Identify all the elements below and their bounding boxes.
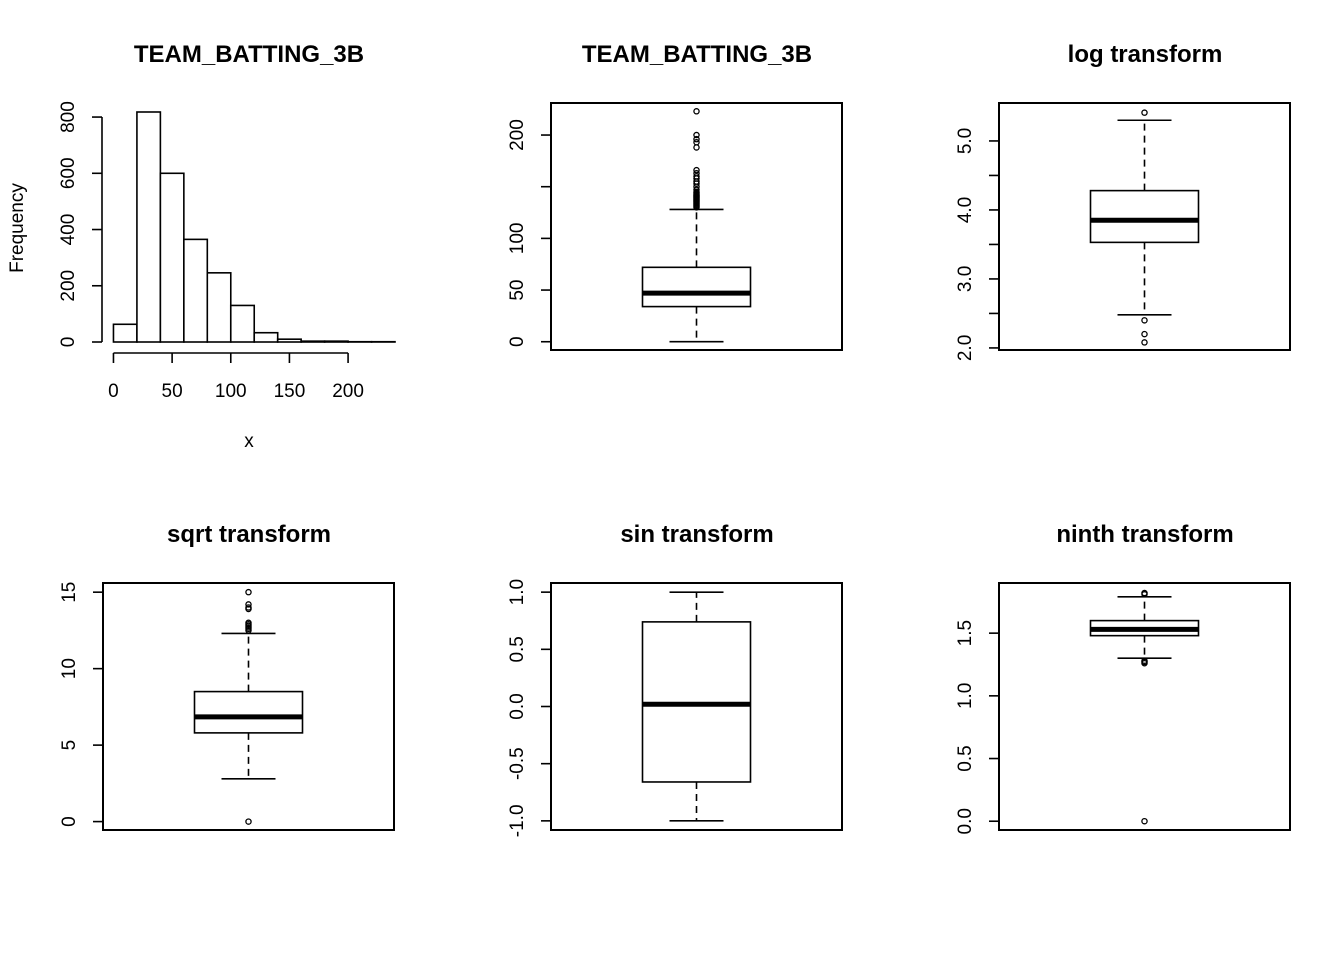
outlier-point [693,131,700,139]
histogram-bar [112,323,138,343]
x-tick-label: 50 [162,381,183,402]
y-tick-label: 1.5 [955,620,976,646]
panel-title-boxplot-sin: sin transform [620,521,773,548]
boxplot-log [1089,109,1200,346]
y-tick-label: 400 [58,214,79,246]
outlier-point [1141,330,1148,338]
panel-boxplot-raw: TEAM_BATTING_3B 0 50 100 200 [507,41,843,351]
histogram-bar [206,272,232,343]
iqr-box [193,690,304,734]
panel-boxplot-sqrt: sqrt transform 0 5 10 15 [59,521,395,831]
histogram-bar [300,340,326,343]
y-tick-label: 3.0 [955,266,976,292]
x-tick-label: 150 [274,381,306,402]
outlier-point [245,588,252,596]
y-tick-label: 0.5 [507,636,528,662]
y-tick-label: 0.5 [955,745,976,771]
histogram-bar [276,338,302,343]
boxplot-sin [641,591,752,822]
panel-title-boxplot-sqrt: sqrt transform [167,521,331,548]
boxplot-raw [641,108,752,343]
boxplot-sqrt [193,588,304,825]
y-tick-label: 0 [58,337,79,348]
histogram-bar [159,172,185,343]
y-axis-sqrt: 0 5 10 15 [59,582,104,827]
outlier-point [693,139,700,146]
histogram-bar [183,238,209,343]
panel-title-boxplot-ninth: ninth transform [1056,521,1233,548]
y-tick-label: 0.0 [507,693,528,719]
outlier-point [1141,657,1148,664]
y-tick-label: 2.0 [955,335,976,361]
y-tick-label: 4.0 [955,197,976,223]
y-axis-label: Frequency [7,183,28,273]
panel-histogram: TEAM_BATTING_3B Frequency x 0 50 100 150 200… [7,41,396,452]
outlier-point [245,818,252,825]
x-axis-label: x [244,431,254,452]
y-tick-label: 600 [58,157,79,189]
y-tick-label: 50 [507,279,528,300]
x-tick-label: 200 [332,381,364,402]
x-tick-label: 0 [108,381,119,402]
outlier-point [693,108,700,115]
panel-title-boxplot-log: log transform [1068,41,1223,68]
histogram-bars [112,111,396,343]
outlier-point [1141,317,1148,324]
iqr-box [641,266,752,308]
y-tick-label: 10 [59,658,80,679]
y-tick-label: 1.0 [507,579,528,605]
y-tick-label: 1.0 [955,683,976,709]
y-axis-ninth: 0.0 0.5 1.0 1.5 [955,620,1000,834]
y-axis-log: 2.0 3.0 4.0 5.0 [955,128,1000,361]
y-tick-label: 0 [59,816,80,827]
panel-title-boxplot-raw: TEAM_BATTING_3B [582,41,812,68]
outlier-point [1141,109,1148,116]
outlier-point [1141,817,1148,825]
y-tick-label: 5.0 [955,128,976,154]
y-tick-label: 0.0 [955,808,976,834]
outlier-point [245,604,252,611]
outlier-point [693,173,700,180]
histogram-bar [229,304,256,343]
histogram-axes: 0 50 100 150 200 0 200 400 600 800 [58,101,364,402]
outlier-point [693,166,700,174]
outlier-point [1141,339,1148,346]
y-axis-raw: 0 50 100 200 [507,119,552,347]
outlier-point [693,186,700,194]
outlier-point [1141,589,1148,597]
panel-boxplot-ninth: ninth transform 0.0 0.5 1.0 1.5 [955,521,1291,834]
y-tick-label: -1.0 [507,804,528,837]
boxplot-ninth [1089,589,1200,825]
histogram-bar [253,331,279,343]
y-tick-label: 800 [58,101,79,133]
iqr-box [1089,189,1200,244]
y-tick-label: 100 [507,223,528,255]
outlier-point [693,170,700,177]
outlier-point [245,601,252,608]
panel-title-histogram: TEAM_BATTING_3B [134,41,364,68]
y-tick-label: 200 [507,119,528,151]
y-tick-label: 15 [59,582,80,603]
outlier-point [245,619,252,627]
histogram-bar [323,340,349,343]
y-tick-label: -0.5 [507,747,528,780]
panel-boxplot-log: log transform 2.0 3.0 4.0 5.0 [955,41,1291,361]
y-tick-label: 200 [58,270,79,302]
x-tick-label: 100 [215,381,247,402]
outlier-point [693,135,700,143]
y-tick-label: 5 [59,740,80,751]
y-axis-sin: -1.0 -0.5 0.0 0.5 1.0 [507,579,552,837]
panel-boxplot-sin: sin transform -1.0 -0.5 0.0 0.5 1.0 [507,521,843,837]
histogram-bar [136,111,162,343]
y-tick-label: 0 [507,336,528,347]
